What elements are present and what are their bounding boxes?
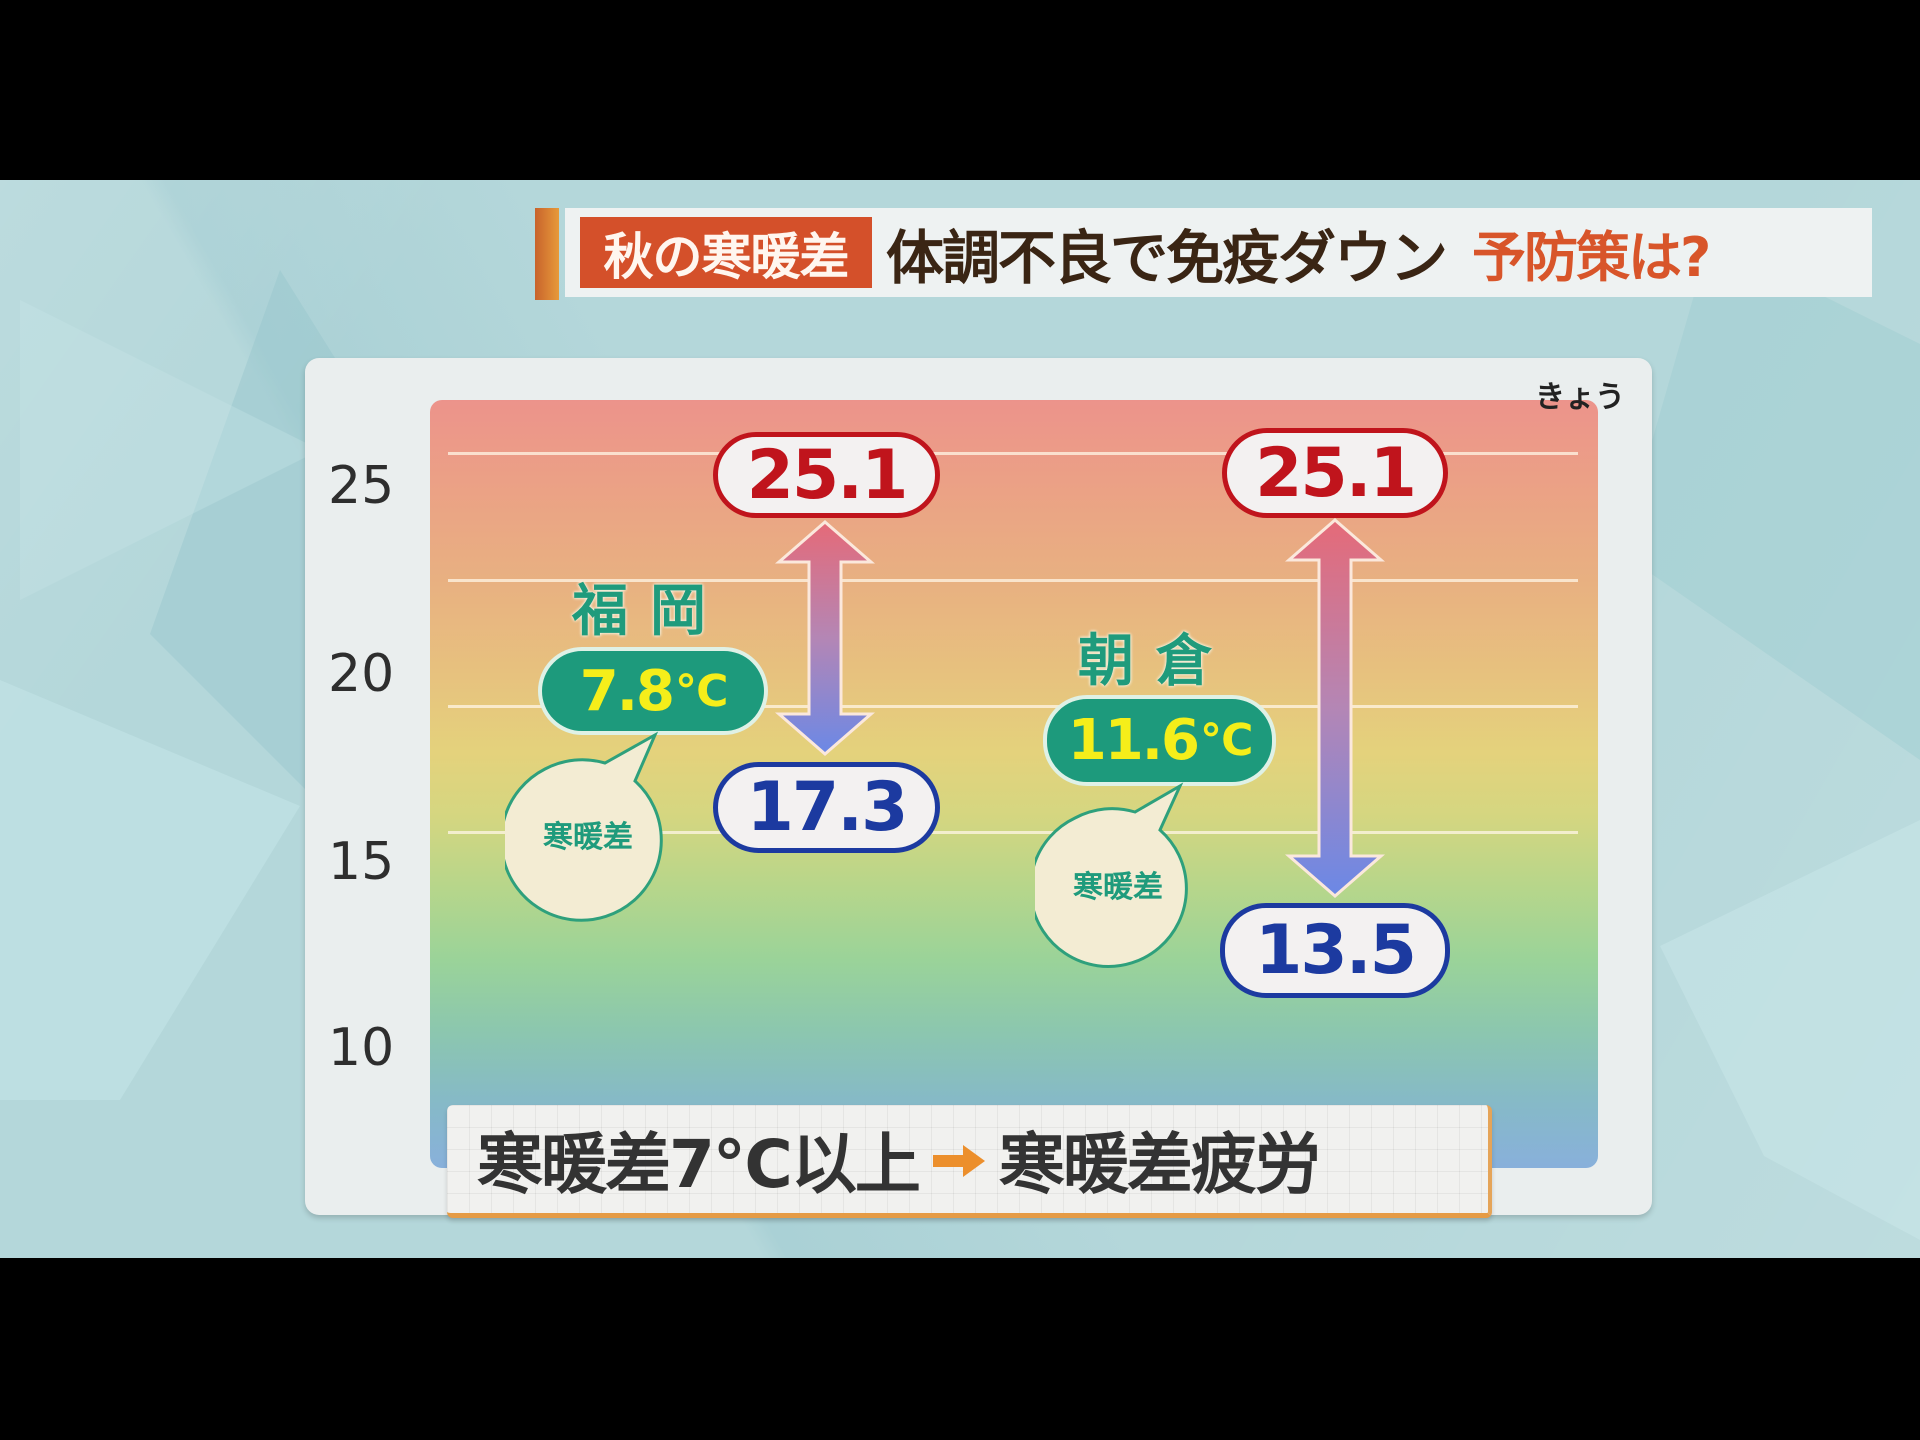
speech-bubble-icon (1035, 782, 1188, 968)
title-question: 予防策は? (1472, 226, 1711, 289)
low-temp-pill-fukuoka: 17.3 (713, 762, 940, 853)
background-facet (1620, 240, 1920, 760)
high-temp-pill-asakura: 25.1 (1222, 428, 1448, 518)
caption-result: 寒暖差疲労 (998, 1126, 1321, 1203)
title-tag: 秋の寒暖差 (580, 217, 872, 288)
gridline-20 (448, 579, 1578, 582)
gridline-15 (448, 705, 1578, 708)
temp-diff-unit: ℃ (674, 665, 728, 717)
bubble-label-fukuoka: 寒暖差 (543, 820, 633, 855)
temp-diff-pill-fukuoka: 7.8 ℃ (538, 647, 768, 735)
temp-diff-value: 11.6 (1067, 708, 1200, 773)
background-facet (1660, 820, 1920, 1240)
caption-condition: 寒暖差7℃以上 (477, 1126, 921, 1203)
today-label: きょう (1535, 380, 1625, 415)
high-temp-pill-fukuoka: 25.1 (713, 432, 940, 518)
city-label-asakura: 朝倉 (1078, 629, 1234, 694)
ytick-25: 25 (328, 456, 395, 516)
temp-diff-value: 7.8 (579, 658, 675, 724)
gridline-25 (448, 452, 1578, 455)
right-arrow-icon (932, 1145, 985, 1177)
title-banner: 秋の寒暖差 体調不良で免疫ダウン 予防策は? (565, 208, 1872, 297)
ytick-20: 20 (328, 644, 395, 704)
ytick-10: 10 (328, 1018, 395, 1078)
city-label-fukuoka: 福岡 (572, 579, 728, 644)
title-accent-stripe (535, 208, 559, 300)
low-temp-pill-asakura: 13.5 (1220, 903, 1450, 998)
ytick-15: 15 (328, 832, 395, 892)
caption-box: 寒暖差7℃以上 寒暖差疲労 (447, 1105, 1492, 1218)
temp-diff-unit: ℃ (1199, 715, 1253, 766)
title-main: 体調不良で免疫ダウン (886, 223, 1448, 292)
double-arrow-icon (1284, 518, 1386, 898)
temp-diff-pill-asakura: 11.6 ℃ (1043, 695, 1276, 786)
gridline-10 (448, 831, 1578, 834)
background-facet (0, 680, 300, 1100)
speech-bubble-icon (505, 731, 663, 922)
bubble-label-asakura: 寒暖差 (1073, 870, 1163, 905)
double-arrow-icon (774, 520, 876, 756)
